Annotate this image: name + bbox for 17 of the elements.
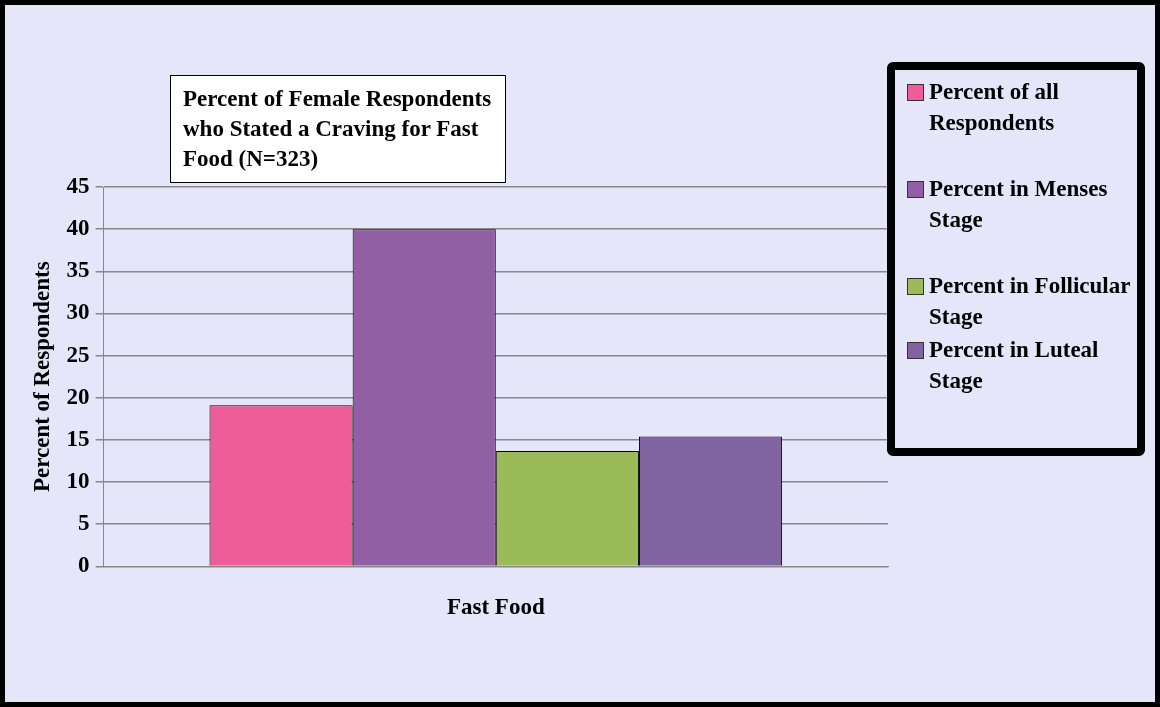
y-tick-label: 10: [66, 468, 90, 494]
y-tick-label: 15: [66, 425, 90, 451]
legend-label: Percent in Menses Stage: [929, 175, 1109, 234]
y-tick-label: 35: [66, 257, 90, 283]
y-tick-label: 45: [66, 172, 90, 198]
legend-label: Percent in Luteal Stage: [929, 336, 1100, 395]
x-tick-label: Fast Food: [446, 594, 545, 620]
y-tick-label: 0: [78, 552, 90, 578]
legend-label: Percent of all Respondents: [929, 78, 1060, 137]
y-tick-label: 30: [66, 299, 90, 325]
legend-label: Percent in Follicular Stage: [929, 272, 1131, 331]
y-tick-label: 5: [78, 510, 90, 536]
y-tick-label: 20: [66, 383, 90, 409]
y-axis-title: Percent of Respondents: [28, 261, 54, 493]
y-tick-label: 25: [66, 341, 90, 367]
y-tick-label: 40: [66, 215, 90, 241]
chart-title: Percent of Female Respondents who Stated a Craving for Fast Food (N=323): [170, 75, 506, 183]
